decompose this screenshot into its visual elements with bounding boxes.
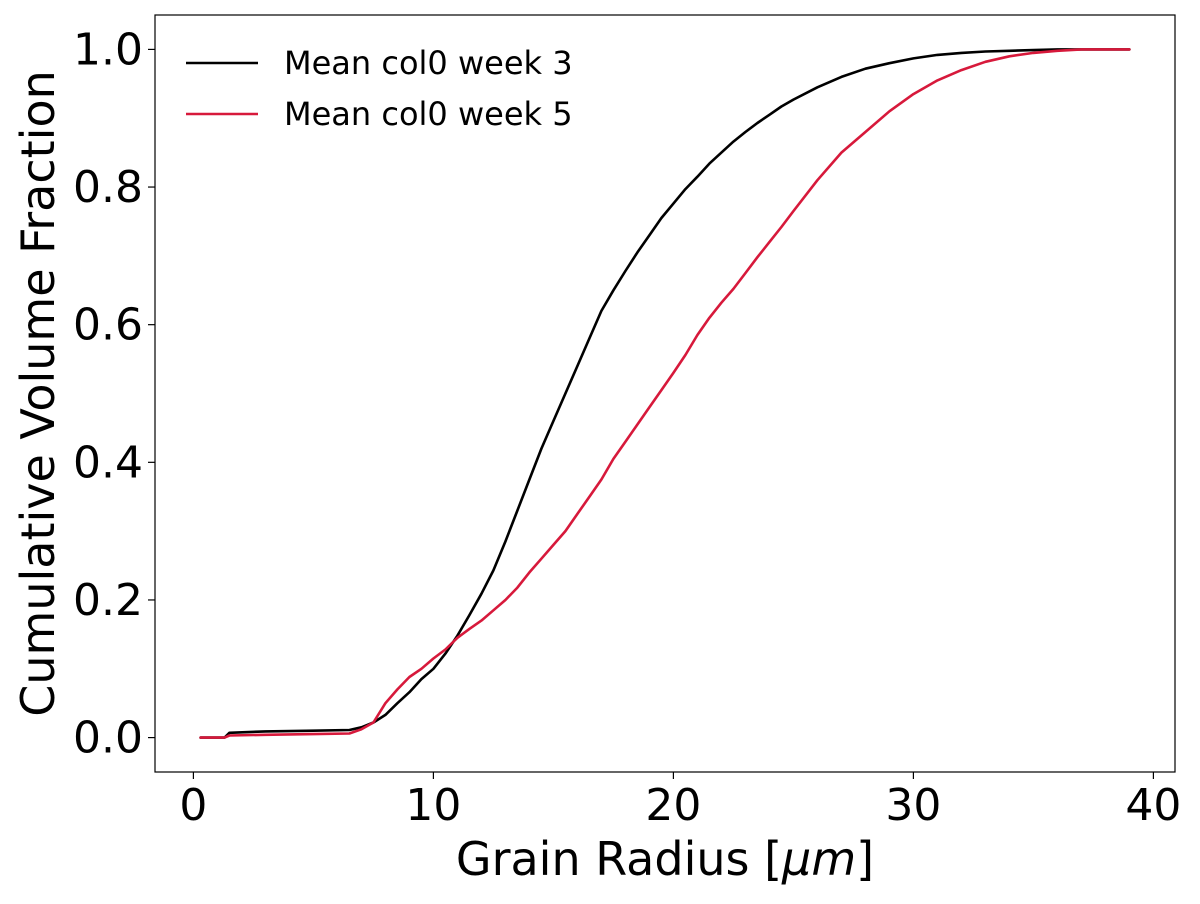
x-tick-label: 30 xyxy=(885,780,941,831)
x-axis: 0 10 20 30 40 xyxy=(179,772,1181,831)
y-tick-label: 0.6 xyxy=(73,300,143,351)
y-tick-label: 0.8 xyxy=(73,162,143,213)
y-axis: 0.0 0.2 0.4 0.6 0.8 1.0 xyxy=(73,24,155,764)
plot-frame xyxy=(154,14,1176,773)
y-tick-label: 0.4 xyxy=(73,437,143,488)
x-tick-label: 40 xyxy=(1125,780,1181,831)
x-tick-label: 0 xyxy=(179,780,207,831)
y-tick-label: 0.2 xyxy=(73,575,143,626)
legend-label-2: Mean col0 week 5 xyxy=(284,95,573,133)
series-line-1 xyxy=(199,48,1131,739)
x-axis-label: Grain Radius [μm] xyxy=(456,832,874,886)
series-line-2 xyxy=(199,48,1131,739)
series-layer xyxy=(199,48,1131,739)
y-tick-label: 0.0 xyxy=(73,713,143,764)
x-tick-label: 20 xyxy=(645,780,701,831)
x-axis-label-close: ] xyxy=(856,832,874,886)
legend-label-1: Mean col0 week 3 xyxy=(284,44,573,82)
x-axis-label-math: μm xyxy=(781,832,856,886)
y-tick-label: 1.0 xyxy=(73,24,143,75)
x-axis-label-text: Grain Radius [ xyxy=(456,832,782,886)
legend: Mean col0 week 3 Mean col0 week 5 xyxy=(186,44,573,133)
y-axis-label: Cumulative Volume Fraction xyxy=(11,70,65,717)
x-tick-label: 10 xyxy=(405,780,461,831)
